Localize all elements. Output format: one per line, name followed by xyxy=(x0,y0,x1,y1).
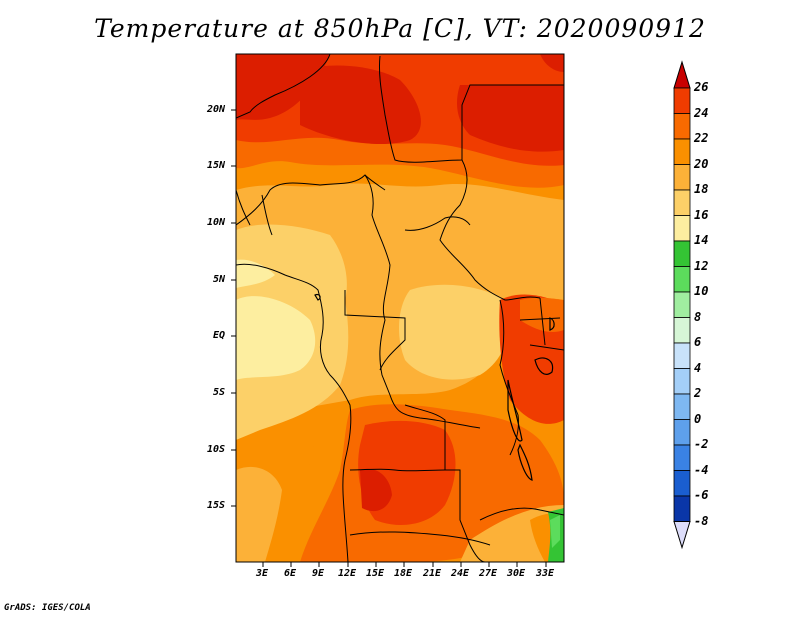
colorbar-segment xyxy=(673,138,691,165)
colorbar-label: 22 xyxy=(694,131,709,145)
colorbar-label: 2 xyxy=(694,386,702,400)
colorbar-label: -8 xyxy=(694,513,709,528)
lon-label-15e: 15E xyxy=(366,568,385,579)
colorbar-label: 14 xyxy=(694,233,709,247)
lakes xyxy=(314,293,555,481)
lat-label-10s: 10S xyxy=(207,444,226,455)
lon-label-3e: 3E xyxy=(256,568,269,579)
colorbar-label: 12 xyxy=(694,258,709,273)
colorbar-segment xyxy=(673,113,691,140)
colorbar-label: 16 xyxy=(694,207,709,222)
lon-label-12e: 12E xyxy=(338,568,357,579)
colorbar-top-arrow xyxy=(673,60,691,89)
colorbar-label: 20 xyxy=(694,156,709,171)
lon-label-30e: 30E xyxy=(507,568,526,579)
colorbar-label: 4 xyxy=(694,360,702,375)
colorbar-segment xyxy=(673,342,691,369)
lat-label-20n: 20N xyxy=(207,104,226,115)
grads-credit: GrADS: IGES/COLA xyxy=(4,603,91,613)
colorbar-bottom-arrow xyxy=(673,521,691,550)
lat-label-15s: 15S xyxy=(207,500,226,511)
lon-label-6e: 6E xyxy=(284,568,297,579)
lon-label-33e: 33E xyxy=(536,568,555,579)
map-frame xyxy=(235,53,565,563)
colorbar-label: 24 xyxy=(694,105,709,120)
colorbar-segment xyxy=(673,291,691,318)
lat-label-15n: 15N xyxy=(207,160,226,171)
colorbar-label: 18 xyxy=(694,182,709,196)
lat-label-5n: 5N xyxy=(213,274,226,285)
colorbar-segment xyxy=(673,368,691,395)
colorbar xyxy=(673,60,691,550)
lat-label-eq: EQ xyxy=(213,330,226,341)
colorbar-segment xyxy=(673,393,691,420)
colorbar-segment xyxy=(673,419,691,446)
temperature-field xyxy=(236,54,564,562)
colorbar-label: 8 xyxy=(694,309,702,324)
lat-label-10n: 10N xyxy=(207,217,226,228)
colorbar-label: -2 xyxy=(694,437,709,451)
lon-label-18e: 18E xyxy=(394,568,413,579)
colorbar-label: 6 xyxy=(694,335,702,349)
lat-ticks xyxy=(231,109,236,507)
colorbar-label: -6 xyxy=(694,488,709,502)
lon-label-21e: 21E xyxy=(423,568,442,579)
lon-label-24e: 24E xyxy=(451,568,470,579)
colorbar-segment xyxy=(673,189,691,216)
colorbar-segment xyxy=(673,164,691,191)
colorbar-segment xyxy=(673,495,691,522)
colorbar-segment xyxy=(673,317,691,344)
colorbar-label: -4 xyxy=(694,462,709,477)
map-title: Temperature at 850hPa [C], VT: 202009091… xyxy=(94,14,706,43)
lat-label-5s: 5S xyxy=(213,387,226,398)
colorbar-segment xyxy=(673,470,691,497)
colorbar-segment xyxy=(673,266,691,293)
colorbar-label: 10 xyxy=(694,284,709,298)
colorbar-segment xyxy=(673,215,691,242)
colorbar-label: 0 xyxy=(694,411,702,426)
lon-label-9e: 9E xyxy=(312,568,325,579)
colorbar-label: 26 xyxy=(694,80,709,94)
colorbar-segment xyxy=(673,444,691,471)
colorbar-segment xyxy=(673,240,691,267)
lon-label-27e: 27E xyxy=(479,568,498,579)
lon-ticks xyxy=(262,562,547,567)
colorbar-segment xyxy=(673,87,691,114)
